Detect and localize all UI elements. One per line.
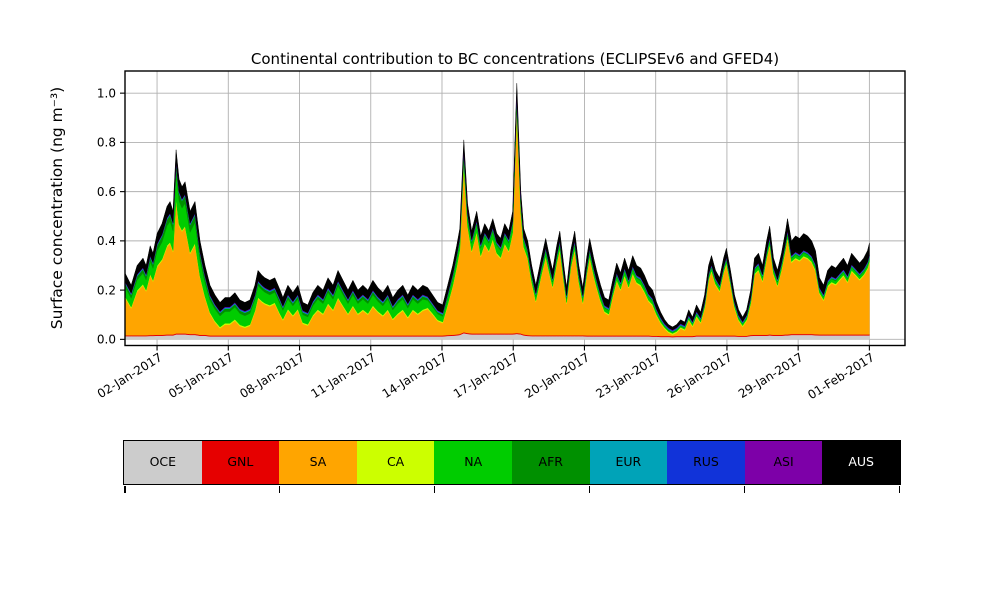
chart-title: Continental contribution to BC concentra… xyxy=(251,50,779,68)
legend-label-ca: CA xyxy=(386,454,405,470)
legend-label-gnl: GNL xyxy=(227,454,254,470)
x-tick-label: 11-Jan-2017 xyxy=(308,350,378,401)
legend-entry-na: NA xyxy=(434,441,512,484)
x-tick-label: 14-Jan-2017 xyxy=(380,350,450,401)
legend-label-sa: SA xyxy=(309,454,327,470)
legend-entry-gnl: GNL xyxy=(201,441,280,484)
legend-label-oce: OCE xyxy=(149,454,177,470)
legend-tick xyxy=(743,485,746,493)
legend-label-aus: AUS xyxy=(848,454,874,470)
x-tick-label: 23-Jan-2017 xyxy=(593,350,663,401)
plot-area: 0.0 0.2 0.4 0.6 0.8 1.0 02-Jan-2017 05-Jan-2017… xyxy=(95,70,906,402)
stacked-area-chart: 0.0 0.2 0.4 0.6 0.8 1.0 02-Jan-2017 05-Jan-2017… xyxy=(48,50,906,402)
legend-entry-ca: CA xyxy=(356,441,435,484)
legend-entry-asi: ASI xyxy=(744,441,823,484)
y-tick-label: 0.4 xyxy=(97,234,116,248)
legend-tick xyxy=(124,485,126,493)
y-tick-label: 0.0 xyxy=(97,333,116,347)
legend-entry-eur: EUR xyxy=(589,441,668,484)
legend-tick xyxy=(278,485,281,493)
y-tick-label: 0.2 xyxy=(97,283,116,297)
plot-border xyxy=(124,70,906,347)
legend-entry-oce: OCE xyxy=(124,441,202,484)
legend-entry-sa: SA xyxy=(279,441,357,484)
continent-legend: OCE GNL SA CA NA AFR EUR RUS ASI AUS xyxy=(123,440,901,493)
x-tick-label: 20-Jan-2017 xyxy=(522,350,592,401)
legend-label-asi: ASI xyxy=(773,454,794,470)
legend-label-na: NA xyxy=(464,454,483,470)
legend-label-eur: EUR xyxy=(615,454,642,470)
x-tick-label: 02-Jan-2017 xyxy=(95,350,165,401)
y-tick-label: 0.8 xyxy=(97,136,116,150)
area-layer-aus xyxy=(124,83,870,331)
legend-entry-afr: AFR xyxy=(511,441,590,484)
x-tick-label: 17-Jan-2017 xyxy=(451,350,521,401)
x-tick-label: 29-Jan-2017 xyxy=(736,350,806,401)
x-tick-label: 26-Jan-2017 xyxy=(665,350,735,401)
y-tick-label: 1.0 xyxy=(97,86,116,100)
legend-tick xyxy=(898,485,900,493)
x-tick-label: 05-Jan-2017 xyxy=(166,350,236,401)
legend-entry-aus: AUS xyxy=(822,441,900,484)
x-tick-label: 08-Jan-2017 xyxy=(237,350,307,401)
y-axis-label: Surface concentration (ng m⁻³) xyxy=(48,87,66,329)
legend-tick xyxy=(433,485,436,493)
legend-entry-rus: RUS xyxy=(667,441,745,484)
legend-label-rus: RUS xyxy=(693,454,719,470)
y-tick-label: 0.6 xyxy=(97,185,116,199)
legend-tick xyxy=(588,485,591,493)
x-tick-label: 01-Feb-2017 xyxy=(805,350,877,402)
legend-label-afr: AFR xyxy=(538,454,563,470)
